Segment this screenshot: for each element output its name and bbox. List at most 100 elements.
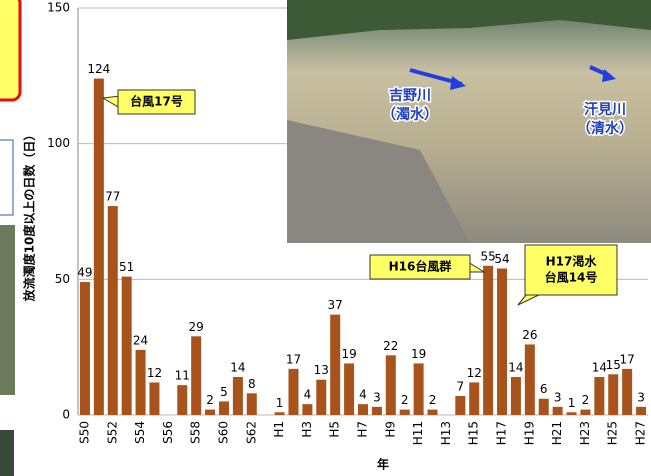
callout-box bbox=[524, 244, 618, 296]
x-tick-label: H7 bbox=[356, 421, 370, 438]
data-label: 5 bbox=[220, 385, 228, 399]
photo-bank bbox=[287, 120, 470, 243]
bar bbox=[135, 349, 146, 415]
y-tick-label: 100 bbox=[47, 136, 70, 150]
bar bbox=[469, 382, 480, 415]
x-tick-label: H19 bbox=[522, 421, 536, 445]
data-label: 6 bbox=[540, 382, 548, 396]
data-label: 3 bbox=[373, 390, 381, 404]
bar bbox=[330, 314, 341, 415]
photo-label: 吉野川 bbox=[389, 87, 431, 104]
bar bbox=[566, 412, 577, 415]
bar bbox=[385, 355, 396, 415]
data-label: 19 bbox=[411, 347, 426, 361]
data-label: 49 bbox=[77, 266, 92, 280]
x-tick-label: H27 bbox=[634, 421, 648, 445]
data-label: 124 bbox=[87, 62, 110, 76]
data-label: 2 bbox=[206, 393, 214, 407]
callout: 台風17号 bbox=[101, 89, 196, 115]
bar bbox=[93, 78, 104, 416]
bar bbox=[497, 268, 508, 415]
data-label: 29 bbox=[189, 320, 204, 334]
x-tick-label: H13 bbox=[439, 421, 453, 445]
data-label: 77 bbox=[105, 190, 120, 204]
bar bbox=[358, 404, 368, 415]
annotation: H16台風群 bbox=[389, 259, 452, 274]
bar bbox=[580, 409, 591, 415]
bar bbox=[218, 401, 229, 415]
data-label: 12 bbox=[147, 366, 162, 380]
photo bbox=[287, 0, 651, 243]
bar bbox=[524, 344, 535, 415]
cropped-photo bbox=[0, 430, 14, 476]
x-tick-label: S52 bbox=[105, 421, 119, 444]
data-label: 19 bbox=[341, 347, 356, 361]
x-tick-label: H1 bbox=[272, 421, 286, 438]
data-label: 17 bbox=[286, 352, 301, 366]
bar bbox=[552, 406, 563, 415]
annotation: 台風17号 bbox=[130, 94, 183, 109]
data-label: 15 bbox=[606, 358, 621, 372]
bar bbox=[608, 374, 619, 415]
bar bbox=[371, 406, 382, 415]
bar bbox=[302, 404, 313, 415]
bar bbox=[205, 409, 216, 415]
x-tick-label: H23 bbox=[578, 421, 592, 445]
x-tick-label: H21 bbox=[550, 421, 564, 445]
data-label: 2 bbox=[401, 393, 409, 407]
x-tick-label: H25 bbox=[606, 421, 620, 445]
x-tick-label: H15 bbox=[467, 421, 481, 445]
bar bbox=[636, 406, 647, 415]
cropped-photo bbox=[0, 225, 15, 395]
bar bbox=[399, 409, 410, 415]
data-label: 24 bbox=[133, 333, 148, 347]
data-label: 2 bbox=[429, 393, 437, 407]
data-label: 14 bbox=[230, 361, 245, 375]
bar bbox=[538, 398, 549, 415]
bar bbox=[246, 393, 257, 415]
data-label: 11 bbox=[175, 369, 190, 383]
data-label: 1 bbox=[568, 396, 576, 410]
photo-label: （濁水） bbox=[382, 106, 438, 123]
data-label: 22 bbox=[383, 339, 398, 353]
bar bbox=[274, 412, 285, 415]
bar bbox=[191, 336, 202, 415]
data-label: 17 bbox=[620, 352, 635, 366]
photo-hills bbox=[287, 0, 651, 40]
x-tick-label: S56 bbox=[161, 421, 175, 444]
y-tick-label: 50 bbox=[55, 272, 70, 286]
x-tick-label: S58 bbox=[189, 421, 203, 444]
x-tick-label: H9 bbox=[383, 421, 397, 438]
x-axis-label: 年 bbox=[377, 457, 389, 472]
x-tick-label: S50 bbox=[77, 421, 91, 444]
bar bbox=[79, 282, 90, 415]
bar bbox=[622, 368, 633, 415]
bar bbox=[149, 382, 160, 415]
annotation: H17渇水 bbox=[546, 254, 598, 269]
bar bbox=[510, 377, 521, 415]
photo-label: （清水） bbox=[577, 120, 633, 137]
y-tick-label: 0 bbox=[62, 408, 70, 422]
data-label: 14 bbox=[592, 361, 607, 375]
photo-label: 汗見川 bbox=[584, 101, 626, 118]
callout: H16台風群 bbox=[369, 254, 486, 280]
data-label: 3 bbox=[554, 390, 562, 404]
cropped-box bbox=[0, 139, 14, 216]
x-tick-label: H17 bbox=[495, 421, 509, 445]
x-tick-label: H5 bbox=[328, 421, 342, 438]
data-label: 7 bbox=[456, 380, 464, 394]
annotation: 台風14号 bbox=[545, 270, 598, 285]
x-tick-label: H11 bbox=[411, 421, 425, 445]
callout-box bbox=[369, 254, 471, 280]
data-label: 4 bbox=[359, 388, 367, 402]
x-tick-label: H3 bbox=[300, 421, 314, 438]
arrow-head bbox=[602, 69, 616, 82]
x-tick-label: S54 bbox=[133, 421, 147, 444]
bar bbox=[413, 363, 424, 415]
bar bbox=[232, 377, 243, 415]
bar bbox=[455, 396, 466, 415]
bar bbox=[316, 379, 327, 415]
data-label: 8 bbox=[248, 377, 256, 391]
